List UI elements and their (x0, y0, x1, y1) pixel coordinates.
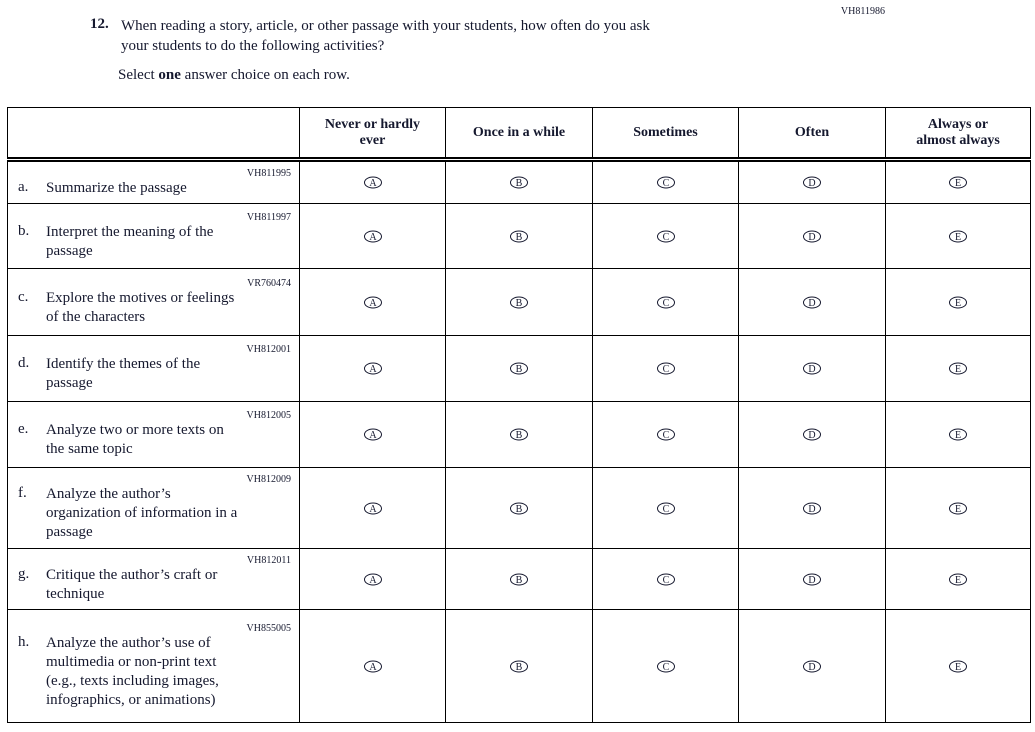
svg-text:E: E (955, 430, 961, 441)
svg-text:E: E (955, 662, 961, 673)
svg-text:D: D (808, 364, 815, 375)
svg-text:A: A (369, 178, 377, 189)
svg-text:C: C (662, 662, 669, 673)
svg-text:D: D (808, 575, 815, 586)
svg-text:A: A (369, 232, 377, 243)
svg-text:E: E (955, 575, 961, 586)
svg-text:B: B (516, 504, 523, 515)
svg-text:D: D (808, 430, 815, 441)
svg-text:A: A (369, 364, 377, 375)
svg-text:A: A (369, 575, 377, 586)
svg-text:C: C (662, 298, 669, 309)
svg-text:E: E (955, 298, 961, 309)
svg-text:C: C (662, 364, 669, 375)
svg-text:B: B (516, 232, 523, 243)
svg-text:C: C (662, 504, 669, 515)
svg-text:A: A (369, 504, 377, 515)
svg-text:E: E (955, 178, 961, 189)
svg-text:A: A (369, 430, 377, 441)
svg-text:B: B (516, 364, 523, 375)
svg-text:B: B (516, 662, 523, 673)
svg-text:B: B (516, 575, 523, 586)
svg-text:C: C (662, 178, 669, 189)
svg-text:B: B (516, 298, 523, 309)
svg-text:E: E (955, 232, 961, 243)
svg-text:D: D (808, 662, 815, 673)
svg-text:B: B (516, 178, 523, 189)
svg-text:C: C (662, 232, 669, 243)
svg-text:D: D (808, 178, 815, 189)
svg-text:B: B (516, 430, 523, 441)
svg-text:D: D (808, 298, 815, 309)
svg-text:E: E (955, 364, 961, 375)
svg-text:C: C (662, 430, 669, 441)
svg-text:E: E (955, 504, 961, 515)
svg-text:D: D (808, 232, 815, 243)
svg-text:A: A (369, 298, 377, 309)
svg-text:A: A (369, 662, 377, 673)
svg-text:C: C (662, 575, 669, 586)
svg-text:D: D (808, 504, 815, 515)
